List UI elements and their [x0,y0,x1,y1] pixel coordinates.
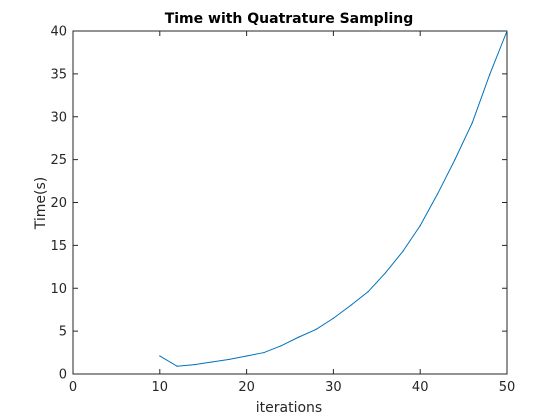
x-axis-label: iterations [256,400,322,416]
data-point [489,74,491,76]
data-point [159,355,161,357]
axes-box [72,30,508,375]
data-point [350,304,352,306]
data-point [332,317,334,319]
data-point [298,336,300,338]
y-tick-label: 35 [50,67,67,82]
y-tick-label: 20 [50,196,67,211]
x-tick-label: 40 [412,380,429,395]
y-tick-label: 5 [59,325,67,340]
data-point [454,159,456,161]
data-point [193,363,196,366]
y-tick-label: 0 [59,368,67,383]
x-tick-label: 0 [69,380,77,395]
data-point [402,250,404,252]
data-point [228,358,230,361]
data-point [506,30,508,32]
data-point [211,361,213,363]
data-point [263,351,265,354]
data-point [176,365,178,367]
y-tick-label: 25 [50,153,67,168]
chart-title: Time with Quatrature Sampling [165,11,414,27]
data-point [419,225,421,227]
data-point [471,122,473,124]
data-point [315,328,317,331]
series-line [159,30,508,367]
y-tick-label: 10 [50,282,67,297]
data-point [384,272,387,274]
data-point [436,193,439,195]
y-tick-label: 15 [50,239,67,254]
x-tick-label: 20 [238,380,255,395]
x-tick-label: 10 [152,380,169,395]
y-axis-label: Time(s) [33,177,49,230]
y-tick-label: 30 [50,110,67,125]
y-tick-label: 40 [50,25,67,40]
plot-area: 0 10 20 30 40 50 0 5 10 15 20 25 30 35 40 [50,25,515,396]
data-point [367,291,369,293]
x-tick-label: 30 [325,380,342,395]
data-point [280,345,282,347]
data-point [246,355,248,357]
x-tick-label: 50 [499,380,516,395]
